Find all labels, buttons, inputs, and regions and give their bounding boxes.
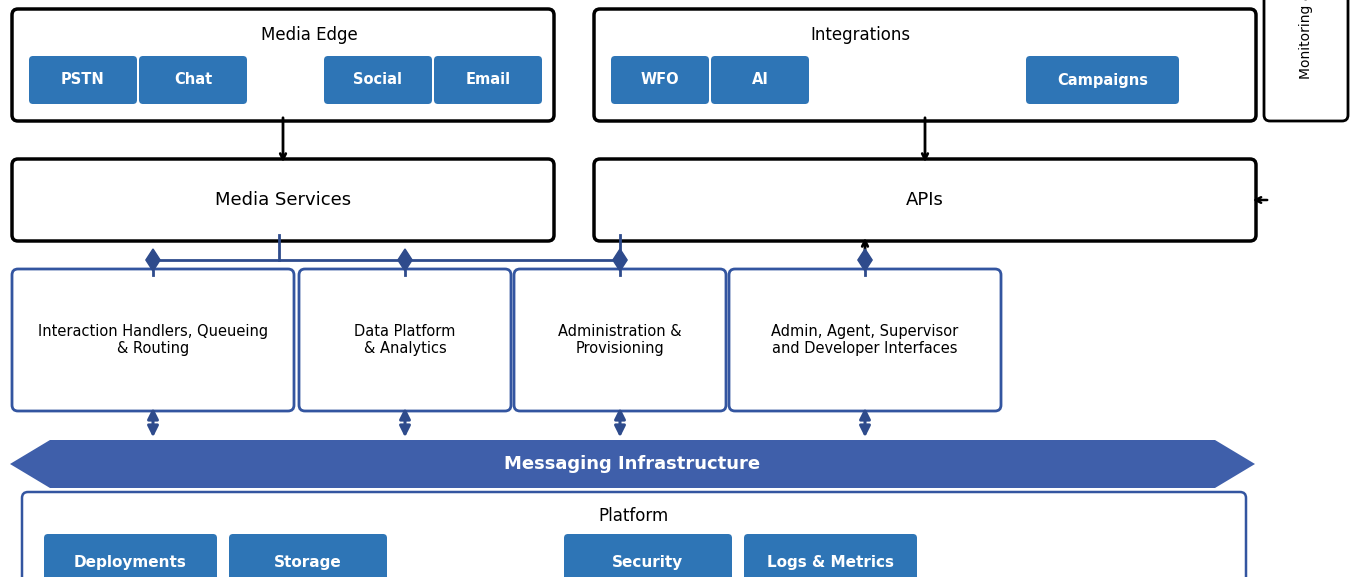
FancyBboxPatch shape [1026, 56, 1179, 104]
Polygon shape [10, 440, 50, 488]
FancyBboxPatch shape [139, 56, 246, 104]
Text: WFO: WFO [641, 73, 679, 88]
FancyBboxPatch shape [514, 269, 725, 411]
FancyBboxPatch shape [22, 492, 1247, 577]
Polygon shape [146, 249, 161, 271]
FancyBboxPatch shape [593, 159, 1256, 241]
Text: Deployments: Deployments [73, 556, 186, 571]
Text: Logs & Metrics: Logs & Metrics [768, 556, 894, 571]
FancyBboxPatch shape [563, 534, 732, 577]
Polygon shape [397, 249, 412, 271]
Text: Storage: Storage [274, 556, 342, 571]
Text: Media Services: Media Services [215, 191, 351, 209]
Text: Media Edge: Media Edge [261, 26, 358, 44]
Text: Administration &
Provisioning: Administration & Provisioning [558, 324, 682, 356]
FancyBboxPatch shape [12, 159, 554, 241]
FancyBboxPatch shape [12, 9, 554, 121]
Text: AI: AI [751, 73, 769, 88]
FancyBboxPatch shape [29, 56, 137, 104]
FancyBboxPatch shape [324, 56, 431, 104]
Text: Messaging Infrastructure: Messaging Infrastructure [505, 455, 761, 473]
Text: PSTN: PSTN [61, 73, 105, 88]
Text: Data Platform
& Analytics: Data Platform & Analytics [354, 324, 456, 356]
Text: Social: Social [354, 73, 403, 88]
Polygon shape [857, 249, 872, 271]
FancyBboxPatch shape [729, 269, 1000, 411]
Text: Security: Security [612, 556, 683, 571]
Polygon shape [1215, 440, 1255, 488]
FancyBboxPatch shape [593, 9, 1256, 121]
FancyBboxPatch shape [44, 534, 216, 577]
Text: APIs: APIs [906, 191, 945, 209]
FancyBboxPatch shape [611, 56, 709, 104]
FancyBboxPatch shape [229, 534, 387, 577]
Bar [50, 440, 1215, 488]
Text: Interaction Handlers, Queueing
& Routing: Interaction Handlers, Queueing & Routing [38, 324, 268, 356]
Text: Monitoring & Alerting: Monitoring & Alerting [1298, 0, 1313, 79]
FancyBboxPatch shape [434, 56, 542, 104]
Polygon shape [612, 249, 627, 271]
Text: Integrations: Integrations [810, 26, 911, 44]
Text: Platform: Platform [599, 507, 670, 525]
FancyBboxPatch shape [299, 269, 510, 411]
Text: Email: Email [465, 73, 510, 88]
Text: Chat: Chat [174, 73, 212, 88]
FancyBboxPatch shape [710, 56, 808, 104]
FancyBboxPatch shape [12, 269, 294, 411]
Text: Campaigns: Campaigns [1057, 73, 1147, 88]
FancyBboxPatch shape [1264, 0, 1347, 121]
FancyBboxPatch shape [744, 534, 917, 577]
Text: Admin, Agent, Supervisor
and Developer Interfaces: Admin, Agent, Supervisor and Developer I… [772, 324, 958, 356]
